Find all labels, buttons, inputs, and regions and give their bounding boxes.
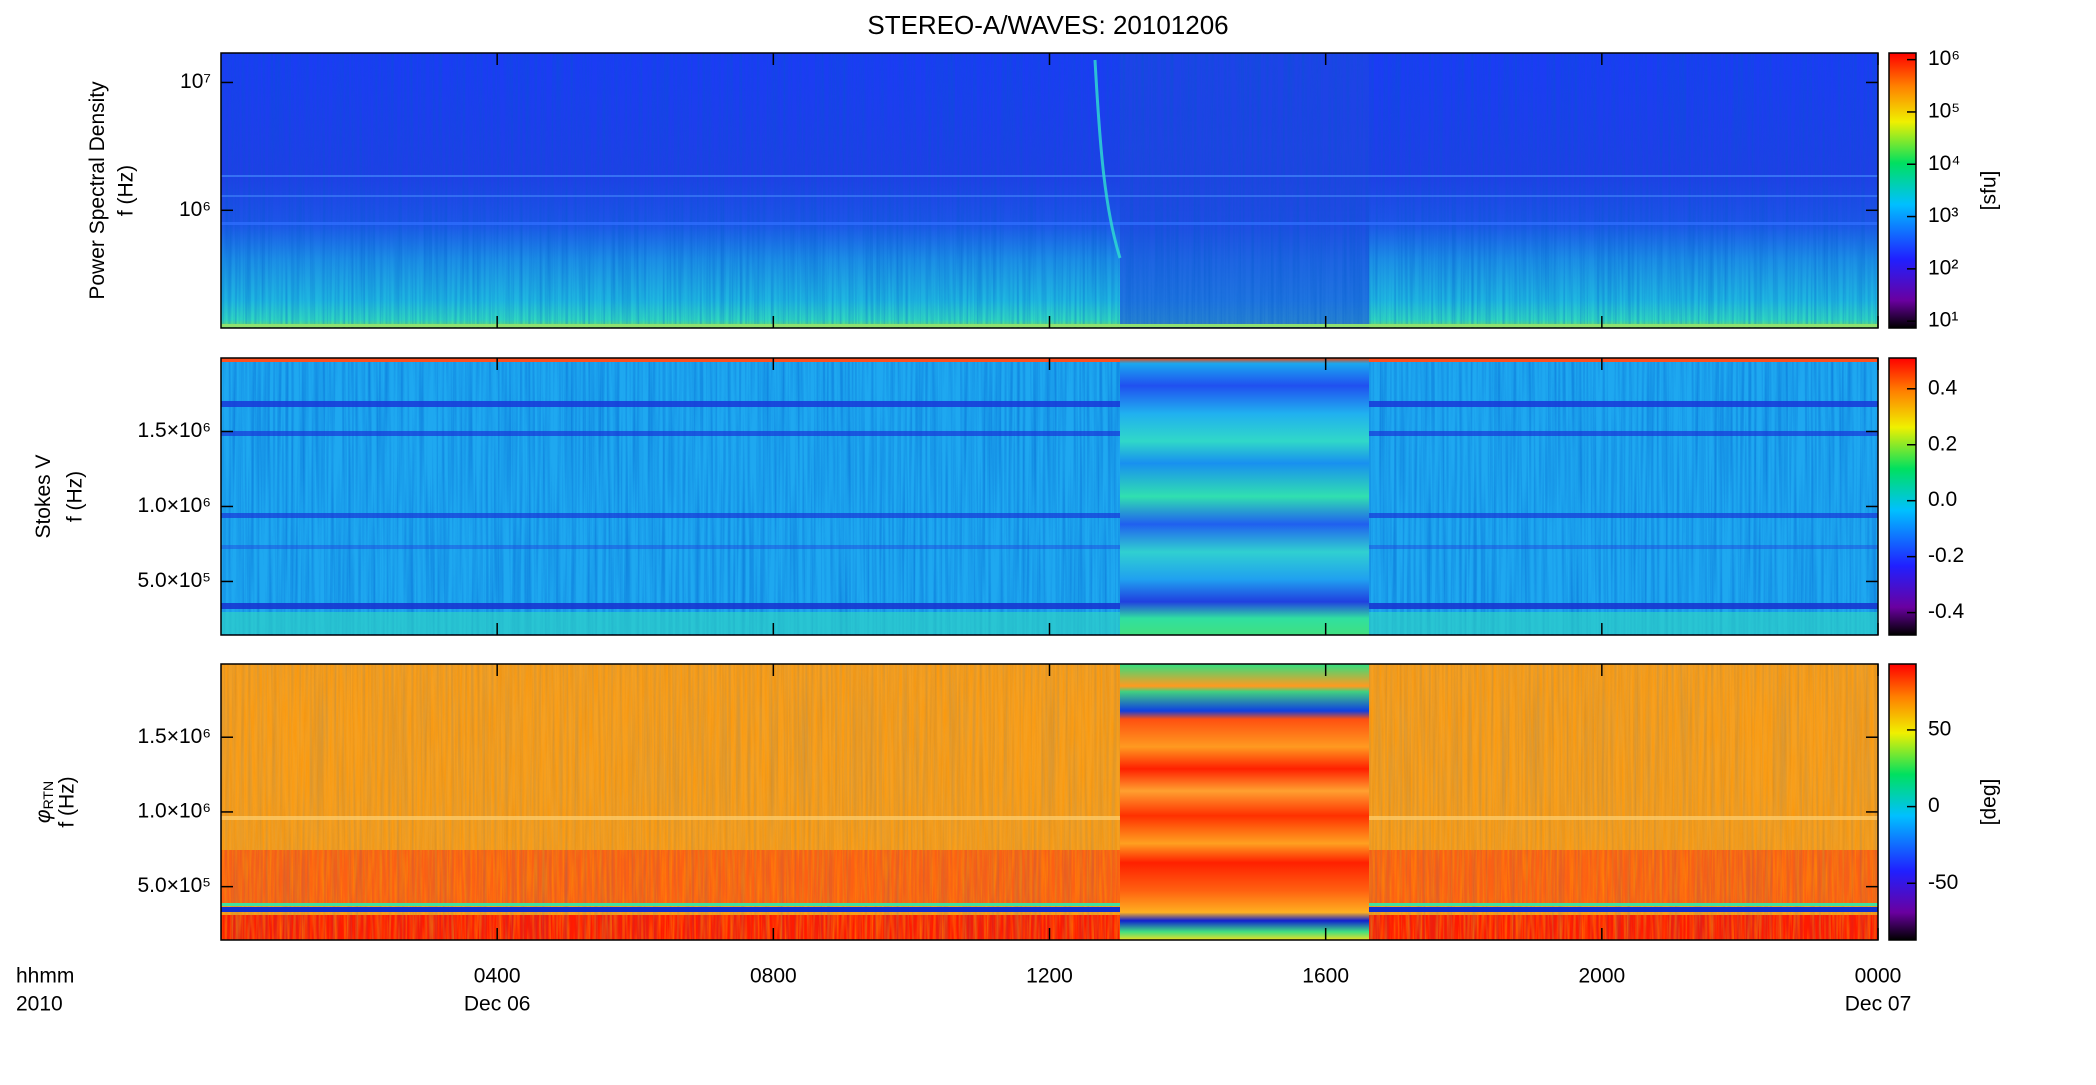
spectrogram-image bbox=[221, 53, 1878, 328]
y-tick-label: 1.5×10⁶ bbox=[138, 725, 211, 748]
x-tick-label: 0400 bbox=[474, 965, 521, 988]
colorbar-tick-label: -0.2 bbox=[1928, 544, 1964, 567]
y-axis-quantity: Power Spectral Density bbox=[86, 81, 109, 300]
colorbar-tick-label: 10⁵ bbox=[1928, 99, 1960, 122]
quantity-symbol: Power Spectral Density bbox=[86, 81, 109, 300]
y-tick-label: 10⁷ bbox=[180, 70, 211, 93]
quantity-subscript: RTN bbox=[40, 781, 56, 810]
colorbar-tick-label: 10⁴ bbox=[1928, 152, 1960, 175]
x-tick-label: 2000 bbox=[1578, 965, 1625, 988]
x-tick-label: 1600 bbox=[1302, 965, 1349, 988]
colorbar bbox=[1888, 663, 1917, 941]
y-tick-label: 5.0×10⁵ bbox=[137, 874, 211, 897]
y-axis-quantity: Stokes V bbox=[32, 454, 55, 538]
colorbar-label: [deg] bbox=[1978, 779, 2001, 826]
colorbar-tick-label: 0 bbox=[1928, 794, 1940, 817]
x-axis-row-label: hhmm bbox=[16, 965, 74, 988]
x-tick-label: 0800 bbox=[750, 965, 797, 988]
y-axis-label: f (Hz) bbox=[64, 471, 87, 522]
colorbar bbox=[1888, 52, 1917, 329]
y-tick-label: 1.0×10⁶ bbox=[138, 799, 211, 822]
colorbar bbox=[1888, 357, 1917, 636]
colorbar-tick-label: 0.0 bbox=[1928, 488, 1957, 511]
colorbar-label: [sfu] bbox=[1978, 171, 2001, 211]
y-tick-label: 5.0×10⁵ bbox=[137, 569, 211, 592]
colorbar-tick-label: 0.4 bbox=[1928, 376, 1958, 399]
colorbar-tick-label: -50 bbox=[1928, 871, 1958, 894]
y-tick-label: 10⁶ bbox=[179, 198, 211, 221]
x-date-label: Dec 06 bbox=[464, 993, 531, 1016]
colorbar-tick-label: 10³ bbox=[1928, 204, 1958, 227]
y-tick-label: 1.0×10⁶ bbox=[138, 494, 211, 517]
x-date-label: Dec 07 bbox=[1845, 993, 1912, 1016]
quantity-symbol: Stokes V bbox=[32, 454, 55, 538]
y-axis-label: f (Hz) bbox=[115, 165, 138, 216]
colorbar-tick-label: 10⁶ bbox=[1928, 47, 1960, 70]
chart-title: STEREO-A/WAVES: 20101206 bbox=[867, 10, 1228, 40]
quantity-symbol: φ bbox=[32, 809, 55, 823]
colorbar-tick-label: -0.4 bbox=[1928, 600, 1965, 623]
x-tick-label: 1200 bbox=[1026, 965, 1073, 988]
y-axis-label: f (Hz) bbox=[56, 776, 79, 827]
x-axis-row-label: 2010 bbox=[16, 993, 63, 1016]
y-tick-label: 1.5×10⁶ bbox=[138, 419, 211, 442]
y-axis-quantity: φRTN bbox=[32, 781, 56, 823]
spectrogram-image bbox=[221, 664, 1878, 940]
colorbar-tick-label: 10² bbox=[1928, 256, 1958, 279]
spectrogram-image bbox=[221, 358, 1878, 635]
x-tick-label: 0000 bbox=[1855, 965, 1902, 988]
colorbar-tick-label: 0.2 bbox=[1928, 432, 1957, 455]
colorbar-tick-label: 10¹ bbox=[1928, 309, 1958, 332]
colorbar-tick-label: 50 bbox=[1928, 717, 1951, 740]
